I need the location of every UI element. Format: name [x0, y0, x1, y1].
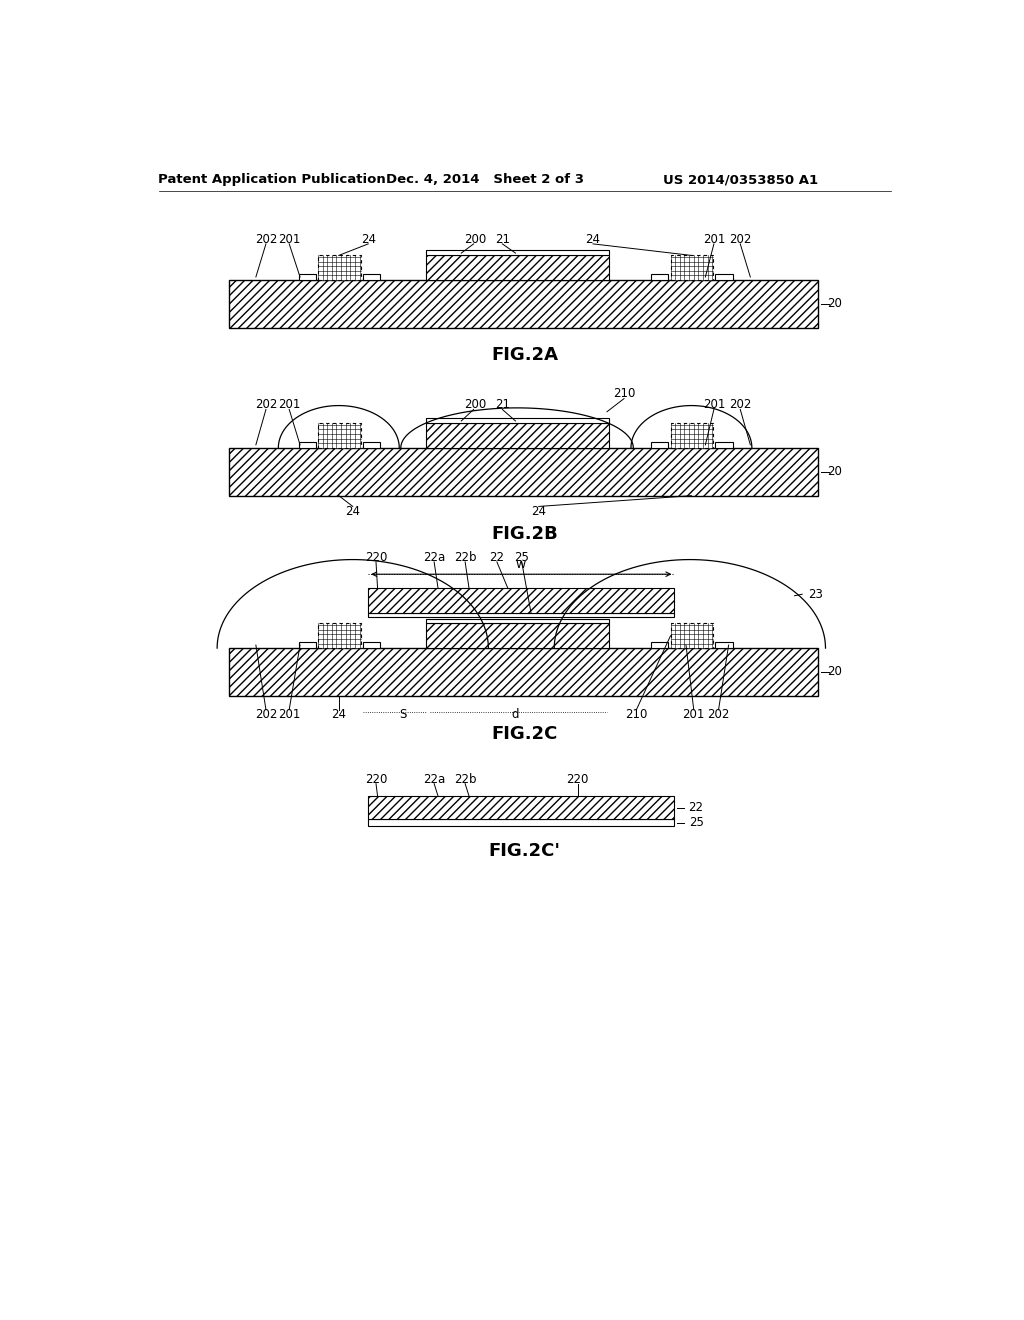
- Text: S: S: [399, 708, 407, 721]
- Text: 24: 24: [360, 232, 376, 246]
- Bar: [317, 424, 360, 447]
- Bar: [369, 818, 675, 826]
- Text: 22b: 22b: [454, 550, 476, 564]
- Text: Dec. 4, 2014   Sheet 2 of 3: Dec. 4, 2014 Sheet 2 of 3: [385, 173, 584, 186]
- Text: 24: 24: [345, 504, 360, 517]
- Bar: [716, 642, 732, 648]
- Text: US 2014/0353850 A1: US 2014/0353850 A1: [663, 173, 818, 186]
- Text: 202: 202: [729, 399, 752, 412]
- Bar: [362, 275, 380, 280]
- Bar: [369, 589, 675, 612]
- Bar: [426, 623, 608, 648]
- Text: 22a: 22a: [423, 772, 445, 785]
- Bar: [716, 275, 732, 280]
- Bar: [228, 447, 818, 496]
- Text: 24: 24: [332, 708, 346, 721]
- Text: 22b: 22b: [454, 772, 476, 785]
- Text: FIG.2C': FIG.2C': [488, 842, 561, 861]
- Text: 202: 202: [255, 232, 278, 246]
- Text: 25: 25: [514, 550, 529, 564]
- Text: 220: 220: [566, 772, 589, 785]
- Text: 22: 22: [688, 801, 703, 814]
- Text: 20: 20: [827, 297, 842, 310]
- Text: 23: 23: [808, 587, 823, 601]
- Text: 202: 202: [729, 232, 752, 246]
- Bar: [671, 256, 713, 280]
- Text: FIG.2C: FIG.2C: [492, 726, 558, 743]
- Bar: [299, 442, 315, 447]
- Text: 201: 201: [702, 399, 725, 412]
- Text: 210: 210: [626, 708, 647, 721]
- Bar: [228, 648, 818, 696]
- Bar: [716, 442, 732, 447]
- Text: 202: 202: [255, 399, 278, 412]
- Bar: [651, 642, 669, 648]
- Text: 202: 202: [255, 708, 278, 721]
- Text: 200: 200: [464, 232, 486, 246]
- Text: 22a: 22a: [423, 550, 445, 564]
- Bar: [426, 249, 608, 256]
- Text: 24: 24: [586, 232, 600, 246]
- Bar: [299, 275, 315, 280]
- Text: 220: 220: [365, 772, 387, 785]
- Bar: [228, 280, 818, 327]
- Text: 21: 21: [496, 232, 511, 246]
- Text: 220: 220: [365, 550, 387, 564]
- Text: 201: 201: [278, 232, 300, 246]
- Bar: [317, 623, 360, 648]
- Text: 20: 20: [827, 465, 842, 478]
- Bar: [671, 623, 713, 648]
- Text: 21: 21: [496, 399, 511, 412]
- Text: 25: 25: [688, 816, 703, 829]
- Bar: [369, 612, 675, 618]
- Text: d: d: [512, 708, 519, 721]
- Text: w: w: [516, 558, 526, 572]
- Text: 22: 22: [489, 550, 505, 564]
- Text: Patent Application Publication: Patent Application Publication: [158, 173, 385, 186]
- Text: 24: 24: [531, 504, 546, 517]
- Bar: [651, 442, 669, 447]
- Bar: [317, 256, 360, 280]
- Bar: [651, 275, 669, 280]
- Text: 201: 201: [683, 708, 705, 721]
- Bar: [426, 619, 608, 623]
- Text: 202: 202: [708, 708, 730, 721]
- Bar: [426, 256, 608, 280]
- Bar: [362, 442, 380, 447]
- Bar: [369, 796, 675, 818]
- Bar: [426, 424, 608, 447]
- Text: FIG.2A: FIG.2A: [492, 346, 558, 364]
- Text: 200: 200: [464, 399, 486, 412]
- Text: 201: 201: [702, 232, 725, 246]
- Bar: [426, 418, 608, 424]
- Text: FIG.2B: FIG.2B: [492, 525, 558, 543]
- Bar: [362, 642, 380, 648]
- Text: 201: 201: [278, 399, 300, 412]
- Text: 201: 201: [278, 708, 300, 721]
- Text: 210: 210: [612, 387, 635, 400]
- Bar: [671, 424, 713, 447]
- Bar: [299, 642, 315, 648]
- Text: 20: 20: [827, 665, 842, 678]
